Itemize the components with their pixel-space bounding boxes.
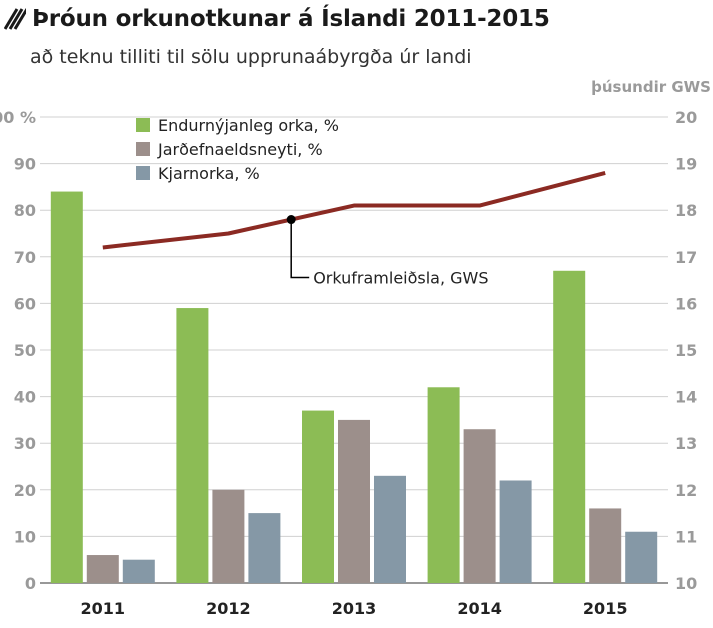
left-tick-label: 100 % bbox=[0, 108, 36, 127]
bar-2012-0 bbox=[176, 308, 209, 583]
bar-2015-1 bbox=[589, 508, 622, 583]
hatch-icon bbox=[4, 8, 26, 30]
right-tick-label: 15 bbox=[675, 341, 697, 360]
bar-2011-0 bbox=[50, 191, 83, 583]
left-tick-label: 10 bbox=[14, 527, 36, 546]
left-tick-label: 70 bbox=[14, 248, 36, 267]
bar-2011-2 bbox=[122, 559, 155, 583]
category-label: 2012 bbox=[206, 599, 251, 618]
legend-swatch bbox=[136, 142, 150, 156]
category-label: 2011 bbox=[81, 599, 126, 618]
bar-2011-1 bbox=[86, 555, 119, 583]
right-tick-label: 20 bbox=[675, 108, 697, 127]
left-tick-label: 40 bbox=[14, 388, 36, 407]
legend-label: Kjarnorka, % bbox=[158, 164, 260, 183]
annotation-leader bbox=[290, 219, 310, 279]
legend-swatch bbox=[136, 166, 150, 180]
bar-2015-0 bbox=[553, 270, 586, 583]
annotation-label: Orkuframleiðsla, GWS bbox=[313, 269, 488, 288]
bar-2013-0 bbox=[302, 410, 334, 583]
right-tick-label: 19 bbox=[675, 155, 697, 174]
line-path bbox=[102, 170, 606, 250]
right-tick-label: 13 bbox=[675, 434, 697, 453]
axes: 0 10 20 30 40 50 60 70 80 90 100 % 10 11 12 13 14 15 16 17… bbox=[0, 78, 711, 618]
left-tick-label: 30 bbox=[14, 434, 36, 453]
chart-subtitle: að teknu tilliti til sölu upprunaábyrgða… bbox=[30, 46, 472, 68]
right-tick-label: 16 bbox=[675, 294, 697, 313]
bars bbox=[50, 191, 658, 583]
bar-2013-1 bbox=[338, 419, 370, 583]
legend-label: Jarðefnaeldsneyti, % bbox=[157, 140, 323, 159]
right-axis-unit: þúsundir GWS bbox=[591, 78, 711, 96]
right-tick-label: 18 bbox=[675, 201, 697, 220]
right-tick-label: 17 bbox=[675, 248, 697, 267]
category-label: 2013 bbox=[332, 599, 377, 618]
bar-2012-2 bbox=[248, 513, 281, 583]
right-tick-label: 12 bbox=[675, 481, 697, 500]
left-tick-label: 60 bbox=[14, 294, 36, 313]
category-label: 2015 bbox=[583, 599, 628, 618]
legend-swatch bbox=[136, 118, 150, 132]
legend-label: Endurnýjanleg orka, % bbox=[158, 116, 339, 135]
right-tick-label: 10 bbox=[675, 574, 697, 593]
left-tick-label: 0 bbox=[25, 574, 36, 593]
chart-title: Þróun orkunotkunar á Íslandi 2011-2015 bbox=[32, 6, 550, 32]
line-series: Orkuframleiðsla, GWS bbox=[102, 170, 606, 288]
legend: Endurnýjanleg orka, % Jarðefnaeldsneyti, … bbox=[136, 116, 339, 183]
left-tick-label: 90 bbox=[14, 155, 36, 174]
left-tick-label: 50 bbox=[14, 341, 36, 360]
bar-2014-0 bbox=[427, 387, 460, 583]
category-label: 2014 bbox=[457, 599, 502, 618]
bar-2015-2 bbox=[625, 531, 658, 583]
left-tick-label: 80 bbox=[14, 201, 36, 220]
bar-2013-2 bbox=[374, 475, 406, 583]
title-row: Þróun orkunotkunar á Íslandi 2011-2015 bbox=[4, 6, 550, 32]
left-tick-label: 20 bbox=[14, 481, 36, 500]
bar-2014-1 bbox=[463, 429, 496, 583]
right-tick-label: 14 bbox=[675, 388, 697, 407]
right-tick-label: 11 bbox=[675, 527, 697, 546]
bar-2012-1 bbox=[212, 489, 245, 583]
bar-2014-2 bbox=[499, 480, 532, 583]
